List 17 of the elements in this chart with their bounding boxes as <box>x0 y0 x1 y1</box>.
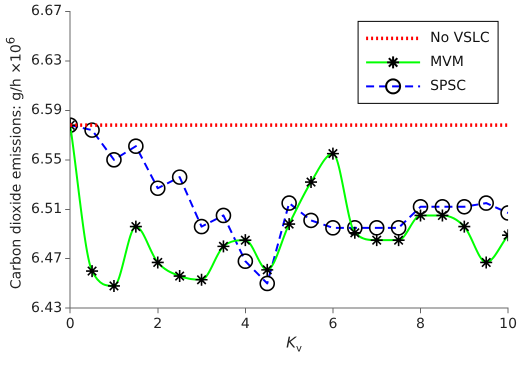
y-tick-label: 6.51 <box>31 200 62 217</box>
legend-label: SPSC <box>430 78 466 94</box>
x-axis-title: K$_{v}$ <box>286 334 302 354</box>
y-tick-label: 6.63 <box>31 52 62 69</box>
x-tick-label: 2 <box>153 316 162 332</box>
y-tick-label: 6.43 <box>31 300 62 316</box>
y-tick-label: 6.55 <box>31 151 62 168</box>
x-tick-label: 8 <box>416 316 425 332</box>
legend-label: MVM <box>430 54 464 70</box>
x-tick-label: 6 <box>328 316 338 332</box>
x-tick-label: 10 <box>499 316 518 332</box>
y-tick-label: 6.59 <box>31 102 62 118</box>
y-tick-label: 6.67 <box>31 3 62 20</box>
x-tick-label: 0 <box>66 316 75 332</box>
legend-label: No VSLC <box>430 30 490 46</box>
x-tick-label: 4 <box>240 316 250 332</box>
y-tick-label: 6.47 <box>31 250 62 266</box>
